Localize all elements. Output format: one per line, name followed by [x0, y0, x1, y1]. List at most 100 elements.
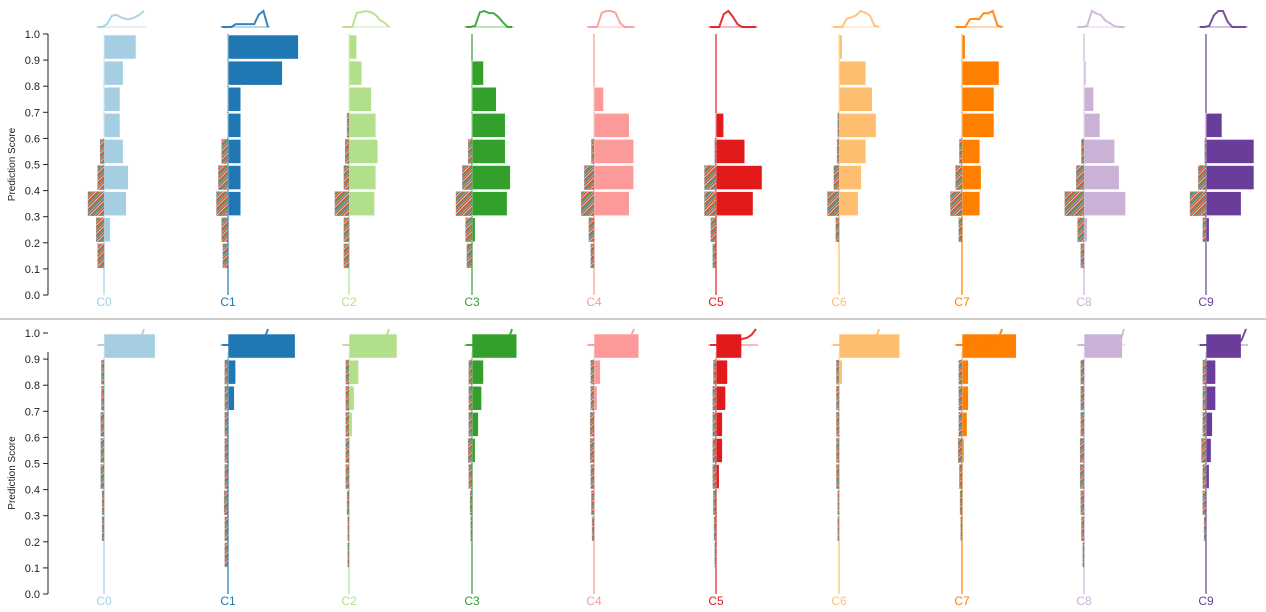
fp-bar — [224, 438, 229, 463]
fp-bar — [704, 191, 717, 216]
fp-bar — [590, 243, 595, 269]
class-column-c1: C1 — [220, 328, 296, 608]
fp-bar — [704, 165, 717, 190]
fp-bar — [958, 217, 963, 242]
fp-bar — [468, 359, 473, 385]
tp-bar — [838, 165, 862, 190]
fp-bar — [827, 191, 840, 216]
tp-bar — [103, 333, 156, 359]
tp-bar — [1205, 165, 1255, 190]
tp-bar — [838, 359, 843, 385]
class-label-c2: C2 — [341, 295, 357, 309]
fp-bar — [345, 386, 350, 411]
tp-bar — [348, 86, 372, 112]
tp-bar — [838, 333, 901, 359]
fp-bar — [1082, 542, 1085, 568]
y-tick-label: 0.7 — [25, 107, 40, 119]
tp-bar — [103, 139, 124, 164]
fp-bar — [959, 490, 963, 515]
tp-bar — [961, 333, 1017, 359]
tp-bar — [471, 385, 482, 411]
tp-bar — [593, 113, 630, 138]
fp-bar — [1202, 490, 1207, 515]
sparkline — [222, 9, 269, 28]
tp-bar — [961, 191, 981, 217]
tp-bar — [593, 191, 630, 217]
fp-bar — [1201, 438, 1207, 463]
fp-bar — [1080, 386, 1085, 411]
fp-bar — [346, 113, 350, 138]
fp-bar — [1202, 464, 1207, 489]
y-tick-label: 0.4 — [25, 485, 40, 497]
fp-bar — [101, 490, 105, 515]
tp-bar — [1205, 359, 1216, 385]
tp-bar — [227, 385, 235, 411]
tp-bar — [715, 139, 746, 164]
tp-bar — [227, 86, 242, 112]
class-label-c5: C5 — [708, 594, 724, 607]
class-column-c4: C4 — [586, 328, 640, 608]
tp-bar — [1083, 191, 1126, 217]
fp-bar — [224, 412, 229, 437]
y-tick-label: 0.6 — [25, 432, 40, 444]
fp-bar — [468, 412, 473, 437]
tp-bar — [227, 60, 283, 86]
class-label-c3: C3 — [464, 594, 480, 607]
tp-bar — [1083, 217, 1088, 243]
tp-bar — [471, 191, 508, 217]
class-column-c8: C8 — [1076, 328, 1126, 608]
class-column-c0: C0 — [96, 328, 156, 608]
fp-bar — [590, 386, 595, 411]
fp-bar — [712, 386, 717, 411]
fp-bar — [347, 542, 350, 568]
fp-bar — [837, 113, 840, 138]
y-tick-label: 1.0 — [25, 328, 40, 340]
fp-bar — [710, 217, 717, 242]
tp-bar — [1083, 113, 1101, 138]
tp-bar — [227, 34, 299, 60]
fp-bar — [1198, 165, 1207, 190]
y-tick-label: 0.3 — [25, 511, 40, 523]
tp-bar — [961, 165, 982, 190]
fp-bar — [1076, 165, 1085, 190]
y-tick-label: 0.5 — [25, 459, 40, 471]
class-column-c0: C0 — [87, 10, 146, 309]
tp-bar — [103, 60, 124, 86]
class-label-c7: C7 — [954, 295, 970, 309]
fp-bar — [467, 139, 473, 164]
class-label-c6: C6 — [831, 594, 847, 607]
fp-bar — [466, 243, 473, 269]
fp-bar — [224, 464, 229, 489]
sparkline — [588, 10, 634, 28]
fp-bar — [1202, 412, 1207, 437]
tp-bar — [348, 333, 398, 359]
tp-bar — [1083, 60, 1087, 86]
tp-bar — [471, 86, 497, 112]
fp-bar — [97, 165, 105, 190]
tp-bar — [715, 359, 728, 385]
tp-bar — [1205, 385, 1216, 411]
fp-bar — [467, 438, 473, 463]
tp-bar — [838, 191, 859, 217]
y-tick-label: 0.3 — [25, 212, 40, 224]
class-column-c7: C7 — [950, 9, 1004, 309]
tp-bar — [838, 34, 843, 60]
fp-bar — [960, 516, 963, 542]
tp-bar — [961, 139, 981, 164]
fp-bar — [1204, 139, 1207, 164]
sparkline — [466, 9, 512, 28]
class-label-c0: C0 — [96, 594, 112, 607]
y-tick-label: 0.0 — [25, 290, 40, 302]
tp-bar — [471, 165, 511, 190]
fp-bar — [1080, 490, 1085, 515]
tp-bar — [838, 60, 867, 86]
fp-bar — [713, 516, 717, 542]
tp-bar — [348, 385, 355, 411]
tp-bar — [348, 139, 379, 164]
fp-bar — [1081, 139, 1085, 164]
tp-bar — [961, 411, 968, 437]
fp-bar — [221, 139, 229, 164]
tp-bar — [715, 113, 724, 138]
